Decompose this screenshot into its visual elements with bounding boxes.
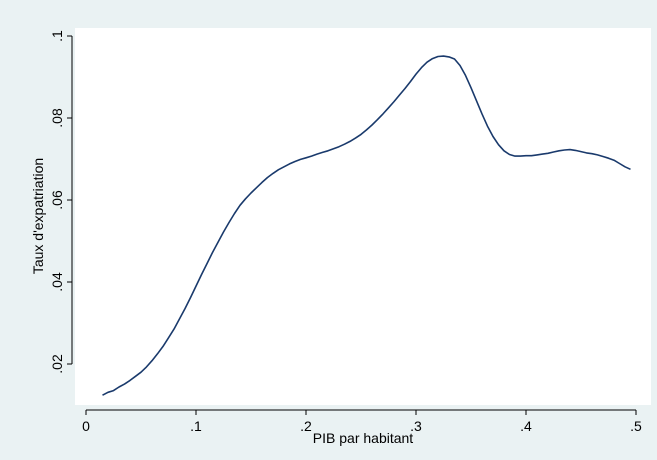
- x-tick-label: 0: [82, 418, 90, 434]
- y-tick-label: .06: [49, 190, 65, 210]
- y-axis: .02 .04 .06 .08 .1: [49, 30, 73, 374]
- x-tick-label: .5: [630, 418, 642, 434]
- y-tick-label: .02: [49, 354, 65, 374]
- y-tick-label: .1: [49, 30, 65, 42]
- x-tick-label: .4: [520, 418, 532, 434]
- y-tick-label: .04: [49, 272, 65, 292]
- plot-area: [75, 28, 651, 405]
- x-axis-title: PIB par habitant: [313, 430, 414, 446]
- x-tick-label: .2: [300, 418, 312, 434]
- series-line: [102, 55, 631, 396]
- y-axis-title: Taux d'expatriation: [30, 158, 46, 274]
- x-tick-label: .3: [410, 418, 422, 434]
- series-layer: [102, 55, 631, 396]
- x-tick-label: .1: [190, 418, 202, 434]
- x-axis: 0 .1 .2 .3 .4 .5: [82, 409, 642, 434]
- y-tick-label: .08: [49, 108, 65, 128]
